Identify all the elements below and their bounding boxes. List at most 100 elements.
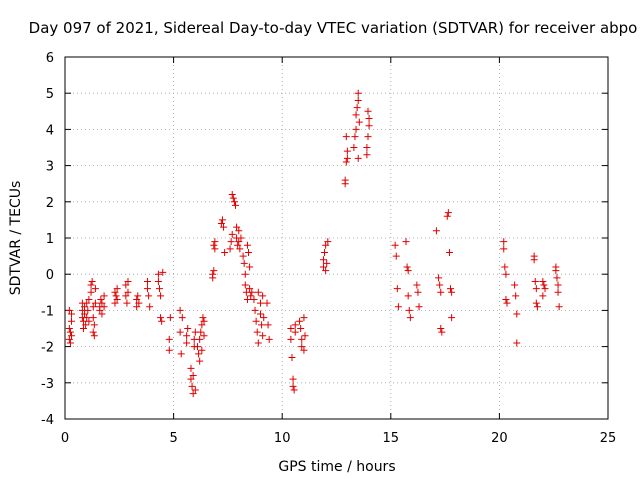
data-point-marker <box>124 277 132 285</box>
data-point-marker <box>83 299 91 307</box>
data-point-marker <box>159 268 167 276</box>
data-point-marker <box>81 303 89 311</box>
data-point-marker <box>555 303 563 311</box>
data-point-marker <box>250 296 258 304</box>
data-point-marker <box>554 288 562 296</box>
data-point-marker <box>365 115 373 123</box>
data-point-marker <box>84 306 92 314</box>
data-point-marker <box>98 299 106 307</box>
data-point-marker <box>89 328 97 336</box>
y-tick-label: 5 <box>46 87 54 102</box>
x-tick-label: 20 <box>491 431 508 446</box>
data-point-marker <box>511 281 519 289</box>
data-point-marker <box>391 241 399 249</box>
data-point-marker <box>438 328 446 336</box>
data-point-marker <box>196 357 204 365</box>
data-point-marker <box>122 281 130 289</box>
data-point-marker <box>189 372 197 380</box>
data-point-marker <box>199 314 207 322</box>
data-point-marker <box>122 292 130 300</box>
data-point-marker <box>154 277 162 285</box>
data-point-marker <box>124 288 132 296</box>
data-point-marker <box>341 176 349 184</box>
data-point-marker <box>502 296 510 304</box>
data-point-marker <box>184 325 192 332</box>
data-point-marker <box>187 375 195 383</box>
data-point-marker <box>87 281 95 289</box>
data-point-marker <box>68 332 76 340</box>
data-point-marker <box>166 314 174 322</box>
x-tick-label: 5 <box>169 431 177 446</box>
y-tick-label: -3 <box>41 377 54 392</box>
data-point-marker <box>539 277 547 285</box>
data-point-marker <box>264 321 272 329</box>
data-point-marker <box>351 133 359 141</box>
data-point-marker <box>210 241 218 249</box>
data-point-marker <box>241 281 249 289</box>
y-tick-label: -2 <box>41 341 54 356</box>
data-point-marker <box>443 212 451 220</box>
data-point-marker <box>406 314 414 322</box>
data-point-marker <box>297 325 305 332</box>
data-point-marker <box>68 317 76 325</box>
plot-frame <box>64 56 609 420</box>
data-point-marker <box>415 303 423 311</box>
data-point-marker <box>193 343 201 351</box>
data-point-marker <box>68 310 76 318</box>
data-point-marker <box>228 230 236 238</box>
data-point-marker <box>112 292 120 300</box>
data-point-marker <box>228 191 236 199</box>
x-tick-label: 10 <box>274 431 291 446</box>
data-point-marker <box>146 303 154 311</box>
data-point-marker <box>82 321 90 329</box>
data-point-marker <box>291 321 299 329</box>
data-point-marker <box>432 227 440 235</box>
data-point-marker <box>66 339 74 347</box>
data-point-marker <box>324 238 332 246</box>
data-point-marker <box>176 306 184 314</box>
data-point-marker <box>189 390 197 398</box>
data-point-marker <box>97 296 105 304</box>
data-point-marker <box>448 288 456 296</box>
data-point-marker <box>342 133 350 141</box>
data-point-marker <box>85 317 93 325</box>
data-point-marker <box>353 104 361 112</box>
data-point-marker <box>236 245 244 253</box>
data-point-marker <box>227 238 235 246</box>
data-point-marker <box>239 252 247 260</box>
data-point-marker <box>65 335 73 343</box>
data-point-marker <box>195 350 203 358</box>
data-point-marker <box>298 335 306 343</box>
data-point-marker <box>113 296 121 304</box>
y-tick-label: 2 <box>46 196 54 211</box>
data-point-marker <box>300 314 308 322</box>
data-point-marker <box>65 325 73 332</box>
data-point-marker <box>196 335 204 343</box>
data-point-marker <box>198 321 206 329</box>
data-point-marker <box>413 281 421 289</box>
data-point-marker <box>531 277 539 285</box>
data-point-marker <box>133 303 141 311</box>
data-point-marker <box>322 267 330 275</box>
data-point-marker <box>218 216 226 224</box>
data-point-marker <box>229 194 237 202</box>
data-point-marker <box>393 285 401 293</box>
data-point-marker <box>319 256 327 264</box>
y-tick-label: -4 <box>41 413 54 428</box>
data-point-marker <box>165 346 173 354</box>
data-point-marker <box>352 125 360 133</box>
data-point-marker <box>448 314 456 322</box>
data-point-marker <box>230 198 238 206</box>
data-point-marker <box>85 296 93 304</box>
data-point-marker <box>100 303 108 311</box>
data-point-marker <box>177 350 185 358</box>
data-point-marker <box>210 267 218 275</box>
data-point-marker <box>188 382 196 390</box>
data-point-marker <box>245 248 253 256</box>
data-point-marker <box>91 285 99 293</box>
data-point-marker <box>191 386 199 394</box>
data-point-marker <box>251 306 259 314</box>
data-point-marker <box>234 241 242 249</box>
data-point-marker <box>252 317 260 325</box>
data-point-marker <box>235 238 243 246</box>
